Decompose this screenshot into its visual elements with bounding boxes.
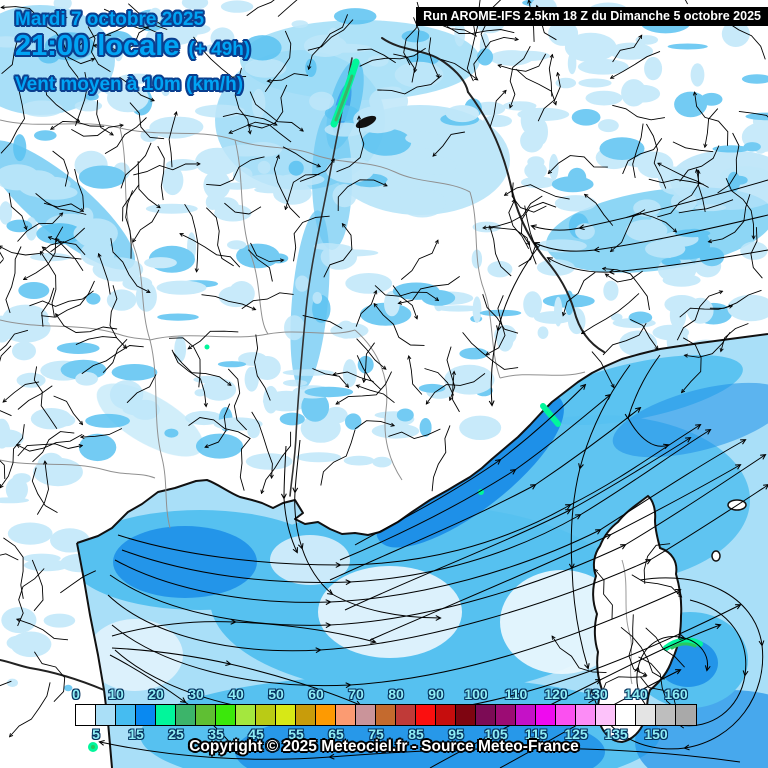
forecast-offset: (+ 49h) [188, 39, 251, 60]
copyright-text: Copyright © 2025 Meteociel.fr - Source M… [189, 738, 579, 755]
model-run-bar: Run AROME-IFS 2.5km 18 Z du Dimanche 5 o… [416, 7, 768, 26]
wind-speckle-layer [0, 0, 768, 696]
lake-geneva [355, 115, 377, 129]
parameter-label: Vent moyen à 10m (km/h) [15, 74, 244, 95]
map-title-block: Mardi 7 octobre 2025 21:00 locale (+ 49h)… [15, 9, 250, 95]
valid-time: 21:00 locale [15, 30, 180, 62]
land-streamlines [0, 0, 768, 736]
sea-streamlines [100, 354, 768, 768]
valid-time-line: 21:00 locale (+ 49h) [15, 31, 250, 65]
valid-date: Mardi 7 octobre 2025 [15, 9, 205, 30]
capraia-island [711, 550, 721, 562]
